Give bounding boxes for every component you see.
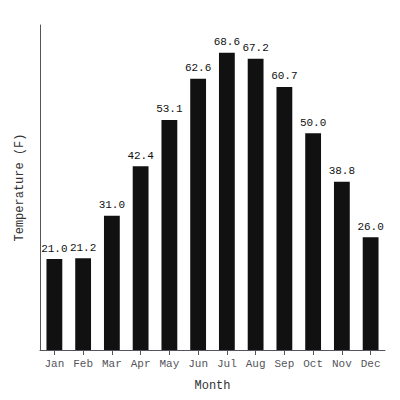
svg-text:31.0: 31.0 (99, 199, 125, 211)
svg-text:Mar: Mar (102, 358, 122, 370)
svg-text:Aug: Aug (246, 358, 266, 370)
svg-text:Jan: Jan (44, 358, 64, 370)
svg-text:26.0: 26.0 (357, 221, 383, 233)
svg-text:Temperature (F): Temperature (F) (13, 133, 27, 241)
svg-text:Month: Month (194, 379, 230, 393)
svg-text:Apr: Apr (131, 358, 151, 370)
svg-text:50.0: 50.0 (300, 117, 326, 129)
svg-text:53.1: 53.1 (156, 103, 183, 115)
svg-text:Oct: Oct (303, 358, 323, 370)
svg-text:21.0: 21.0 (41, 243, 67, 255)
svg-text:Dec: Dec (361, 358, 381, 370)
svg-text:60.7: 60.7 (271, 70, 297, 82)
svg-text:42.4: 42.4 (127, 150, 154, 162)
svg-text:62.6: 62.6 (185, 62, 211, 74)
svg-text:Nov: Nov (332, 358, 352, 370)
svg-text:68.6: 68.6 (214, 36, 240, 48)
svg-text:May: May (159, 358, 179, 370)
svg-text:Jul: Jul (217, 358, 237, 370)
svg-text:Sep: Sep (274, 358, 294, 370)
svg-text:38.8: 38.8 (329, 165, 355, 177)
svg-text:67.2: 67.2 (242, 42, 268, 54)
svg-text:21.2: 21.2 (70, 242, 96, 254)
svg-text:Feb: Feb (73, 358, 93, 370)
svg-text:Jun: Jun (188, 358, 208, 370)
